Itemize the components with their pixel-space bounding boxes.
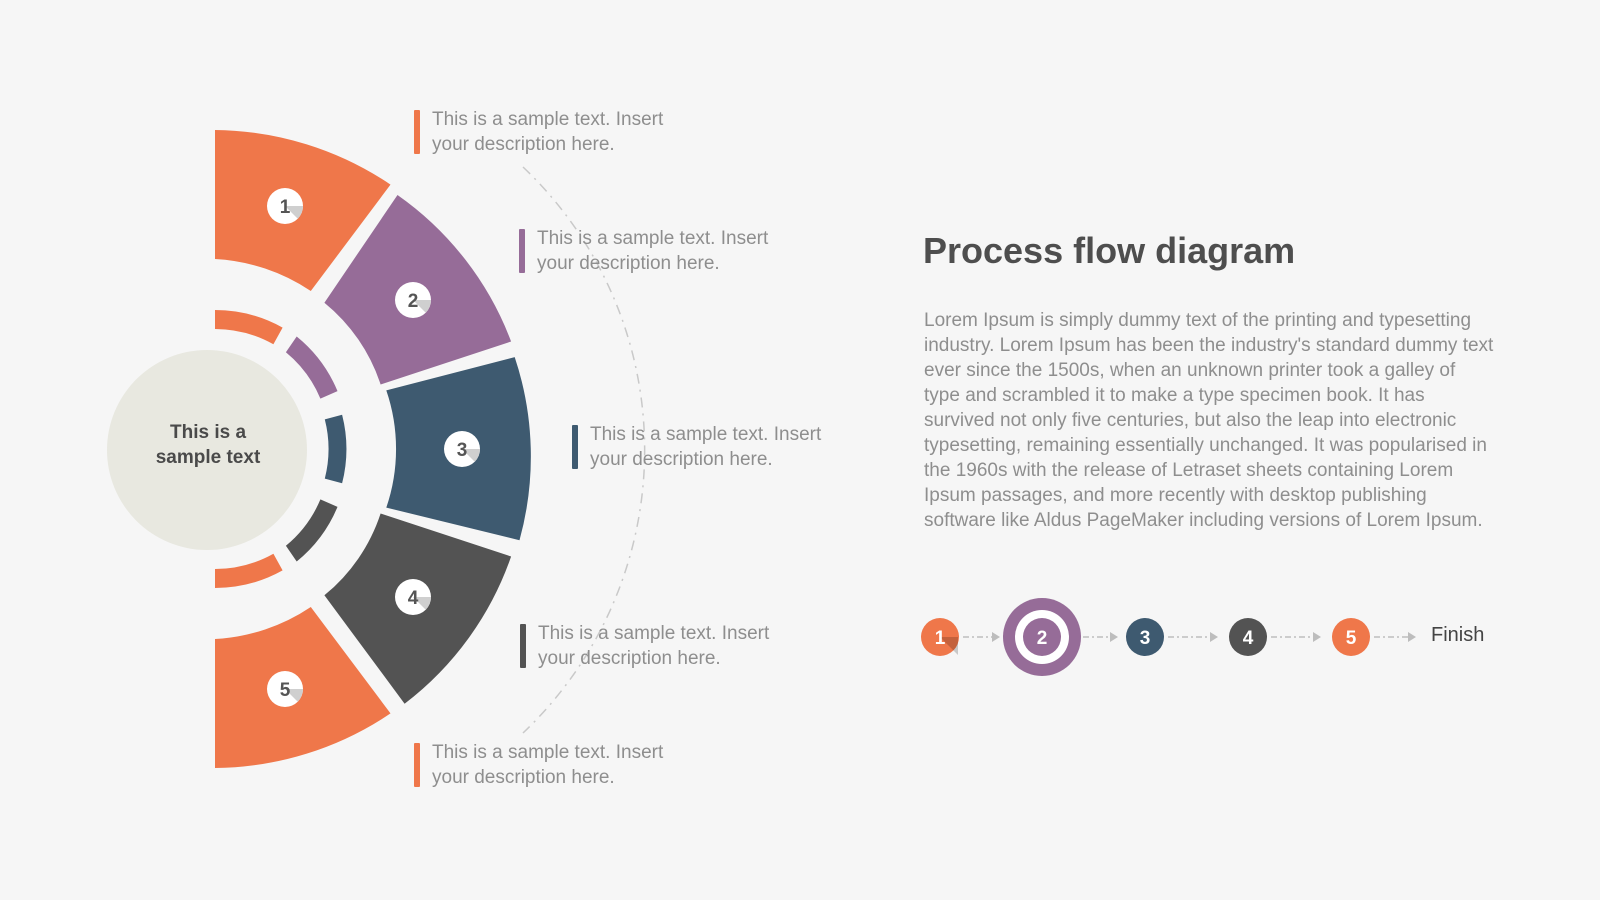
segment-number-3: 3 [457, 440, 468, 461]
step-3-description-line1: This is a sample text. Insert [590, 424, 822, 445]
body-paragraph: Lorem Ipsum is simply dummy text of the … [924, 310, 1494, 531]
step-3-description: This is a sample text. Insert your descr… [572, 422, 880, 472]
center-label-line2: sample text [155, 447, 261, 468]
flow-number-1: 1 [935, 628, 946, 649]
flow-number-4: 4 [1243, 628, 1254, 649]
flow-step-4: 4 [1229, 618, 1267, 656]
step-3-accent-bar [572, 425, 578, 469]
flow-number-5: 5 [1346, 628, 1357, 649]
segment-number-2: 2 [408, 291, 419, 312]
step-1-description: This is a sample text. Insert your descr… [414, 107, 722, 157]
flow-step-5: 5 [1332, 618, 1370, 656]
flow-number-3: 3 [1140, 628, 1151, 649]
step-1-description-line1: This is a sample text. Insert [432, 109, 664, 130]
segment-number-5: 5 [280, 680, 291, 701]
step-4-description-line1: This is a sample text. Insert [538, 623, 770, 644]
flow-step-2-active: 2 [1003, 598, 1081, 676]
flow-arrowhead-5 [1408, 632, 1416, 642]
step-5-description: This is a sample text. Insert your descr… [414, 740, 722, 790]
center-circle [107, 350, 307, 550]
center-label: This is a sample text [108, 420, 308, 470]
flow-arrowhead-3 [1210, 632, 1218, 642]
outer-segment-1 [215, 130, 391, 291]
flow-arrowhead-2 [1110, 632, 1118, 642]
finish-label: Finish [1431, 624, 1485, 646]
step-1-accent-bar [414, 110, 420, 154]
center-label-line1: This is a [169, 422, 247, 443]
flow-arrowhead-4 [1313, 632, 1321, 642]
step-1-description-line2: your description here. [432, 134, 615, 155]
page-title: Process flow diagram [923, 230, 1296, 271]
inner-arc-1 [215, 310, 283, 345]
step-2-description: This is a sample text. Insert your descr… [519, 226, 827, 276]
step-3-description-line2: your description here. [590, 449, 773, 470]
flow-number-2: 2 [1037, 628, 1048, 649]
connector-dashed-arc [522, 166, 646, 734]
segment-number-4: 4 [408, 588, 419, 609]
inner-arc-3 [324, 414, 347, 484]
inner-arc-2 [285, 336, 338, 399]
step-5-description-line1: This is a sample text. Insert [432, 742, 664, 763]
step-4-accent-bar [520, 624, 526, 668]
flow-step-1: 1 [921, 618, 959, 656]
step-5-accent-bar [414, 743, 420, 787]
inner-arc-4 [285, 499, 338, 562]
inner-arc-5 [215, 553, 283, 588]
flow-arrowhead-1 [992, 632, 1000, 642]
step-4-description: This is a sample text. Insert your descr… [520, 621, 828, 671]
step-2-description-line1: This is a sample text. Insert [537, 228, 769, 249]
step-4-description-line2: your description here. [538, 648, 721, 669]
step-2-description-line2: your description here. [537, 253, 720, 274]
segment-number-1: 1 [280, 197, 291, 218]
step-2-accent-bar [519, 229, 525, 273]
step-5-description-line2: your description here. [432, 767, 615, 788]
flow-step-3: 3 [1126, 618, 1164, 656]
